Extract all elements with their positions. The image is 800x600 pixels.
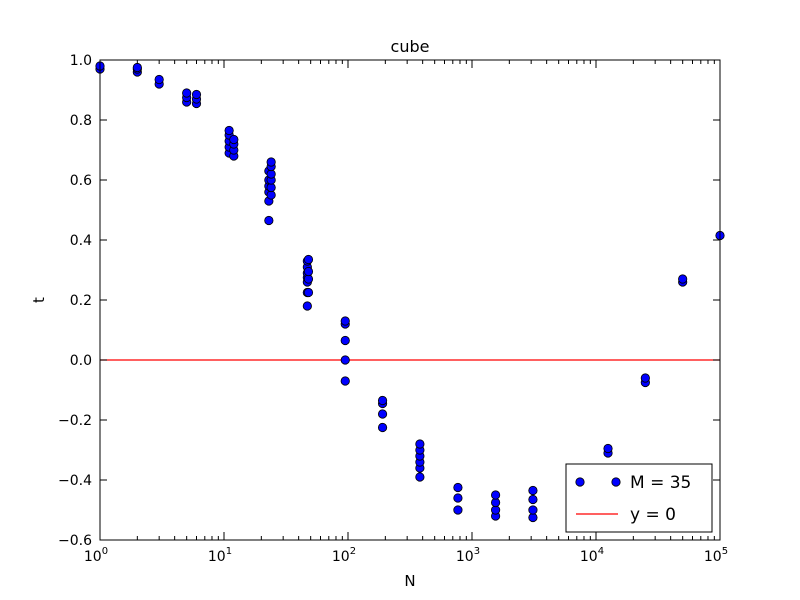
- y-tick-label: −0.6: [58, 533, 92, 549]
- x-tick-label: 104: [580, 546, 604, 565]
- y-tick-label: 0.6: [70, 173, 92, 189]
- data-point: [340, 335, 350, 346]
- y-tick-label: 0.8: [70, 113, 92, 129]
- data-point: [303, 266, 314, 277]
- data-point: [528, 485, 538, 496]
- data-point: [132, 62, 142, 73]
- data-point: [302, 301, 312, 311]
- data-point: [264, 215, 274, 226]
- data-point: [377, 409, 388, 419]
- data-point: [340, 376, 350, 386]
- legend-label: y = 0: [630, 505, 676, 525]
- data-point: [191, 89, 202, 100]
- data-point: [340, 316, 350, 326]
- x-tick-label: 103: [456, 546, 480, 565]
- data-point: [229, 134, 239, 145]
- y-tick-label: 1.0: [70, 53, 92, 69]
- data-point: [640, 373, 650, 383]
- x-tick-label: 100: [84, 546, 108, 565]
- legend-box: [565, 463, 713, 533]
- data-point: [340, 355, 350, 365]
- data-point: [453, 505, 463, 515]
- y-tick-label: −0.2: [58, 413, 92, 429]
- data-point: [453, 493, 463, 503]
- x-tick-label: 102: [332, 546, 356, 565]
- plot-area: [100, 60, 720, 540]
- x-axis-label: N: [404, 572, 415, 590]
- data-point: [491, 490, 501, 500]
- data-point: [678, 274, 688, 284]
- x-tick-label: 105: [704, 546, 728, 565]
- data-point: [266, 157, 276, 167]
- data-point: [182, 88, 192, 98]
- data-point: [415, 439, 425, 449]
- data-point: [224, 125, 234, 136]
- legend-marker: [575, 477, 585, 487]
- chart-title: cube: [391, 37, 430, 56]
- legend-marker: [611, 477, 621, 487]
- y-tick-label: 0.0: [70, 353, 92, 369]
- data-point: [528, 494, 538, 505]
- y-tick-label: 0.4: [70, 233, 92, 249]
- data-point: [453, 482, 463, 493]
- data-point: [528, 505, 538, 515]
- legend: M = 35 y = 0: [565, 463, 713, 533]
- data-point: [154, 74, 164, 85]
- x-tick-label: 101: [208, 546, 232, 565]
- y-axis-label: t: [30, 297, 48, 303]
- legend-label: M = 35: [630, 473, 691, 493]
- data-point: [377, 395, 388, 406]
- data-point: [303, 287, 314, 298]
- y-tick-label: −0.4: [58, 473, 92, 489]
- data-point: [415, 472, 425, 482]
- data-point: [303, 254, 314, 265]
- data-point: [603, 443, 613, 454]
- y-tick-label: 0.2: [70, 293, 92, 309]
- data-point: [377, 422, 388, 433]
